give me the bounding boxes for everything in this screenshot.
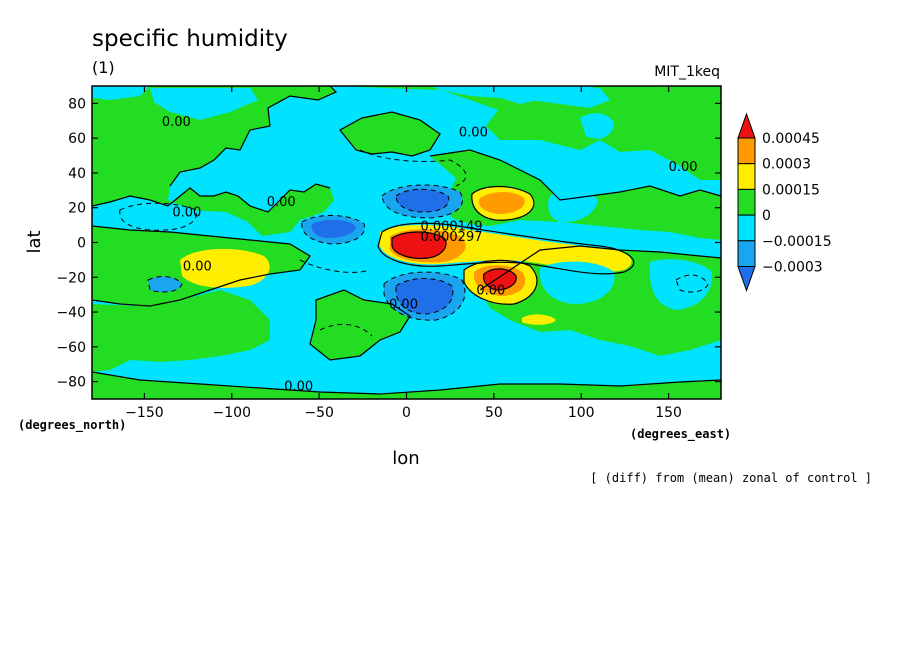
contour-label: 0.00 (284, 379, 313, 394)
x-tick-label: −150 (125, 405, 163, 421)
y-unit-label: (degrees_north) (18, 418, 126, 433)
x-tick-label: 150 (655, 405, 682, 421)
y-axis: 80 60 40 20 0 −20 −40 −60 −80 (56, 96, 721, 391)
band-pacific-minus (148, 276, 182, 292)
y-tick-label: 20 (68, 201, 86, 217)
y-tick-label: −60 (56, 340, 86, 356)
patch-south-pacific-east (649, 259, 713, 310)
x-tick-label: 0 (402, 405, 411, 421)
min-north-africa (396, 189, 449, 212)
colorbar-label: −0.00015 (762, 234, 832, 250)
y-tick-label: 0 (77, 236, 86, 252)
chart-title: specific humidity (92, 26, 288, 52)
y-axis-title: lat (24, 230, 45, 253)
colorbar-band (737, 240, 756, 268)
colorbar-band (737, 163, 756, 190)
contour-label: 0.00 (669, 160, 698, 175)
max-east-africa (483, 268, 517, 290)
patch-arctic (520, 88, 610, 108)
patch-antarctic (300, 372, 400, 389)
y-tick-label: −80 (56, 375, 86, 391)
region-south-pacific (92, 290, 270, 372)
colorbar-label: 0.00045 (762, 131, 820, 147)
negative-contour-lines (119, 149, 709, 337)
patch-asia-east (548, 191, 598, 223)
contour-label: 0.000297 (420, 230, 482, 245)
colorbar-band (737, 188, 756, 216)
max-west-africa (392, 232, 447, 259)
x-tick-label: 100 (568, 405, 595, 421)
min-south-africa (396, 278, 453, 314)
minimum-regions (311, 189, 453, 314)
patch-siberia (580, 113, 614, 139)
patch-north-atlantic (92, 86, 150, 100)
positive-regions (92, 86, 721, 399)
patch-south-indian (539, 261, 615, 304)
contour-lines (92, 86, 721, 395)
colorbar-band (737, 214, 756, 242)
contour-label: 0.00 (267, 195, 296, 210)
y-tick-label: 80 (68, 96, 86, 112)
patch-greenland (150, 88, 258, 120)
contour-label: 0.00 (162, 115, 191, 130)
colorbar-min-arrow (737, 266, 756, 292)
x-axis-title: lon (392, 448, 419, 469)
contour-label: 0.00 (459, 125, 488, 140)
region-antarctic (92, 372, 721, 399)
plot-area (92, 86, 721, 399)
contour-labels: 0.00 0.00 0.00 0.00 0.00 0.00 0.00 0.00 0.00 0.00… (162, 115, 698, 394)
y-tick-label: 60 (68, 131, 86, 147)
contour-label: 0.00 (183, 259, 212, 274)
contour-label: 0.00 (389, 298, 418, 313)
x-tick-label: −100 (213, 405, 251, 421)
x-axis: −150 −100 −50 0 50 100 150 (125, 86, 682, 421)
colorbar-label: 0.00015 (762, 182, 820, 198)
chart-subtitle: (1) (92, 58, 115, 77)
min-atlantic (311, 219, 356, 238)
y-tick-label: −20 (56, 270, 86, 286)
colorbar-max-arrow (737, 112, 756, 139)
region-north-america (92, 86, 336, 236)
colorbar-label: 0 (762, 208, 771, 224)
colorbar-band (737, 137, 756, 165)
colorbar: 0.00045 0.0003 0.00015 0 −0.00015 −0.0003 (737, 112, 832, 292)
colorbar-label: 0.0003 (762, 157, 811, 173)
x-unit-label: (degrees_east) (630, 427, 731, 442)
contour-label: 0.000149 (420, 219, 482, 234)
maximum-regions (392, 232, 517, 290)
difference-note: [ (diff) from (mean) zonal of control ] (590, 471, 872, 485)
contour-label: 0.00 (172, 205, 201, 220)
x-tick-label: 50 (485, 405, 503, 421)
band-south-indian-plus (522, 314, 556, 325)
band-arabia-high (478, 192, 525, 214)
region-eurasia-north (330, 86, 721, 180)
model-label: MIT_1keq (654, 64, 720, 80)
negative-patches (92, 86, 713, 389)
contour-label: 0.00 (476, 284, 505, 299)
region-europe (340, 112, 440, 156)
region-south-atlantic (310, 290, 410, 360)
y-tick-label: 40 (68, 166, 86, 182)
colorbar-label: −0.0003 (762, 260, 823, 276)
y-tick-label: −40 (56, 305, 86, 321)
x-tick-label: −50 (304, 405, 334, 421)
patch-north-pacific (119, 203, 197, 231)
